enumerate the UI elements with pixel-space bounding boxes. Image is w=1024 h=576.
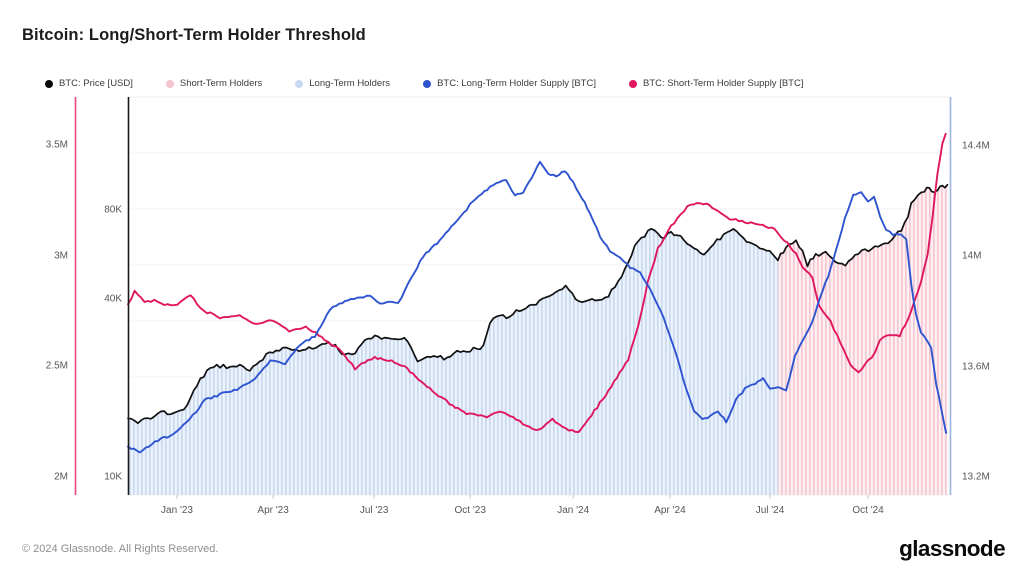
price-line xyxy=(127,183,949,425)
x-axis-tick-label: Jul '23 xyxy=(359,505,389,516)
fill-region-long-term-holders xyxy=(128,228,778,496)
price-axis-tick-label: 40K xyxy=(104,293,122,305)
legend-item-lth-supply[interactable]: BTC: Long-Term Holder Supply [BTC] xyxy=(423,78,596,89)
legend-label: BTC: Short-Term Holder Supply [BTC] xyxy=(642,78,804,89)
legend-label: BTC: Long-Term Holder Supply [BTC] xyxy=(437,78,596,89)
legend-label: BTC: Price [USD] xyxy=(59,78,133,89)
legend-dot-short-term-holders xyxy=(165,79,174,88)
lth-axis-tick-label: 14M xyxy=(962,250,982,262)
x-axis-tick-label: Jan '24 xyxy=(557,505,590,516)
sth-axis-tick-label: 2M xyxy=(54,471,68,483)
legend-dot-btc-price xyxy=(45,79,53,88)
price-axis-tick-label: 80K xyxy=(104,204,122,216)
legend-dot-long-term-holders xyxy=(295,79,304,88)
x-tick-marks xyxy=(176,495,869,499)
sth-axis-tick-label: 2.5M xyxy=(45,360,68,372)
legend: BTC: Price [USD] Short-Term Holders Long… xyxy=(45,78,803,89)
legend-item-sth-supply[interactable]: BTC: Short-Term Holder Supply [BTC] xyxy=(628,78,804,89)
copyright-text: © 2024 Glassnode. All Rights Reserved. xyxy=(22,543,219,555)
x-axis-tick-label: Apr '23 xyxy=(257,505,289,516)
x-axis-tick-label: Oct '24 xyxy=(852,505,884,516)
sth-supply-line xyxy=(127,132,947,433)
legend-dot-lth-supply xyxy=(423,79,432,88)
legend-label: Long-Term Holders xyxy=(309,78,391,89)
lth-supply-line xyxy=(127,160,948,454)
x-axis-tick-label: Jan '23 xyxy=(161,505,193,516)
x-axis-tick-label: Oct '23 xyxy=(454,505,486,516)
legend-label: Short-Term Holders xyxy=(179,78,263,89)
x-axis-tick-label: Jul '24 xyxy=(755,505,785,516)
legend-dot-sth-supply xyxy=(628,79,637,88)
holder-fill-regions xyxy=(128,184,948,496)
fill-region-short-term-holders xyxy=(777,184,948,496)
sth-axis-tick-label: 3.5M xyxy=(45,139,68,151)
legend-item-long-term-holders[interactable]: Long-Term Holders xyxy=(295,78,390,89)
lth-axis-tick-label: 14.4M xyxy=(962,140,990,152)
lth-axis-tick-label: 13.6M xyxy=(962,361,990,373)
glassnode-logo: glassnode xyxy=(899,536,1005,561)
x-axis-tick-label: Apr '24 xyxy=(654,505,686,516)
price-axis-tick-label: 10K xyxy=(104,471,122,483)
legend-item-btc-price[interactable]: BTC: Price [USD] xyxy=(45,78,133,89)
lth-axis-tick-label: 13.2M xyxy=(962,471,990,483)
legend-item-short-term-holders[interactable]: Short-Term Holders xyxy=(165,78,263,89)
sth-axis-tick-label: 3M xyxy=(54,250,68,262)
page-title: Bitcoin: Long/Short-Term Holder Threshol… xyxy=(22,26,366,44)
